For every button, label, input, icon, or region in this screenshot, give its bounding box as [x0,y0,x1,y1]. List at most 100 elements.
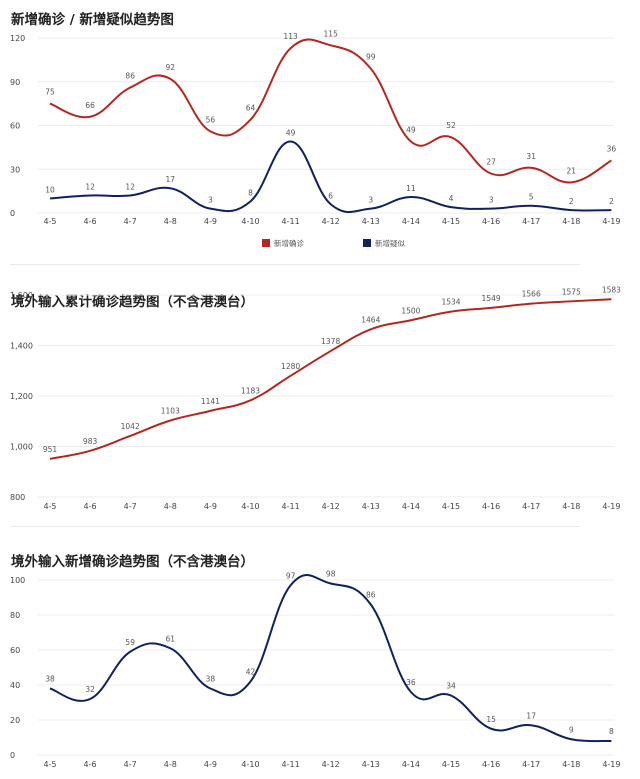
data-label: 1280 [281,362,300,371]
y-tick-label: 1,600 [10,291,33,300]
data-label: 34 [446,682,456,691]
y-tick-label: 0 [10,209,15,218]
x-tick-label: 4-5 [43,502,56,511]
data-label: 1378 [321,337,340,346]
x-tick-label: 4-12 [322,760,340,769]
x-tick-label: 4-17 [522,760,540,769]
data-label: 11 [406,184,416,193]
chart-title: 境外输入新增确诊趋势图（不含港澳台） [11,554,254,570]
x-tick-label: 4-10 [241,502,259,511]
y-tick-label: 90 [10,78,20,87]
data-label: 3 [489,196,494,205]
x-tick-label: 4-19 [602,502,620,511]
data-label: 49 [286,129,296,138]
data-label: 12 [85,183,95,192]
data-label: 1549 [482,294,501,303]
data-label: 42 [246,668,256,677]
imported-new-confirmed-chart: 0 20 40 60 80 100 4-5 4-6 4-7 4-8 4-9 4-10 4-11 4-12 4… [10,570,620,770]
x-tick-label: 4-18 [562,760,580,769]
x-tick-label: 4-12 [322,217,340,226]
data-label: 1583 [602,285,621,294]
series-line-2 [49,140,612,214]
data-label: 36 [406,678,416,687]
x-tick-label: 4-11 [282,502,300,511]
x-tick-label: 4-14 [402,502,420,511]
data-label: 2 [609,197,614,206]
x-tick-label: 4-15 [442,217,460,226]
y-tick-label: 1,000 [10,443,33,452]
legend-label: 新增疑似 [375,238,405,248]
y-tick-label: 1,200 [10,392,33,401]
x-tick-label: 4-9 [204,502,217,511]
data-label: 99 [366,53,376,62]
x-tick-label: 4-9 [204,217,217,226]
y-tick-label: 120 [10,34,25,43]
x-tick-label: 4-7 [124,217,137,226]
x-tick-label: 4-10 [241,217,259,226]
data-label: 1141 [201,397,220,406]
data-label: 56 [206,115,216,124]
data-label: 38 [206,675,216,684]
x-tick-label: 4-13 [362,760,380,769]
data-label: 9 [569,725,574,734]
x-tick-label: 4-12 [322,502,340,511]
data-label: 1103 [161,406,180,415]
data-label: 98 [326,570,336,579]
x-tick-label: 4-17 [522,217,540,226]
chart-title: 新增确诊 / 新增疑似趋势图 [11,12,174,28]
x-tick-label: 4-15 [442,760,460,769]
chart-panel-1: 新增确诊 / 新增疑似趋势图 0 30 60 90 120 4-5 4-6 4-7 4-8 4-9… [0,0,640,270]
x-tick-label: 4-13 [362,502,380,511]
data-label: 97 [286,571,296,580]
data-label: 113 [283,32,298,41]
x-tick-label: 4-9 [204,760,217,769]
x-tick-label: 4-10 [241,760,259,769]
data-label: 6 [328,191,333,200]
data-label: 86 [125,72,135,81]
data-label: 15 [486,715,496,724]
data-label: 983 [83,437,98,446]
series-line-1 [49,298,612,460]
x-tick-label: 4-6 [84,217,97,226]
x-tick-label: 4-19 [602,760,620,769]
x-tick-label: 4-5 [43,760,56,769]
y-tick-label: 40 [10,681,20,690]
legend-label: 新增确诊 [274,238,304,248]
x-tick-label: 4-15 [442,502,460,511]
data-label: 49 [406,126,416,135]
y-tick-label: 60 [10,122,20,131]
x-tick-label: 4-18 [562,217,580,226]
data-label: 32 [85,685,95,694]
y-tick-label: 100 [10,576,25,585]
x-tick-label: 4-16 [482,217,500,226]
divider [10,526,580,527]
data-label: 75 [45,88,55,97]
chart-panel-3: 境外输入新增确诊趋势图（不含港澳台） 0 20 40 60 80 100 4-5 4-6 4-7… [0,542,640,779]
x-tick-label: 4-11 [282,217,300,226]
data-label: 8 [609,727,614,736]
data-label: 59 [125,638,135,647]
data-label: 92 [166,63,176,72]
data-label: 1566 [522,290,541,299]
legend-swatch [363,239,371,247]
x-tick-label: 4-16 [482,502,500,511]
data-label: 27 [486,158,496,167]
data-label: 1464 [361,315,380,324]
x-tick-label: 4-16 [482,760,500,769]
y-tick-label: 60 [10,646,20,655]
x-tick-label: 4-6 [84,760,97,769]
x-tick-label: 4-7 [124,502,137,511]
data-label: 2 [569,197,574,206]
x-tick-label: 4-11 [282,760,300,769]
y-tick-label: 80 [10,611,20,620]
data-label: 36 [607,145,617,154]
data-label: 12 [125,183,135,192]
x-tick-label: 4-8 [164,760,177,769]
data-label: 1500 [401,306,420,315]
y-tick-label: 20 [10,716,20,725]
y-tick-label: 800 [10,493,25,502]
x-tick-label: 4-5 [43,217,56,226]
y-tick-label: 1,400 [10,342,33,351]
x-tick-label: 4-17 [522,502,540,511]
data-label: 3 [368,196,373,205]
